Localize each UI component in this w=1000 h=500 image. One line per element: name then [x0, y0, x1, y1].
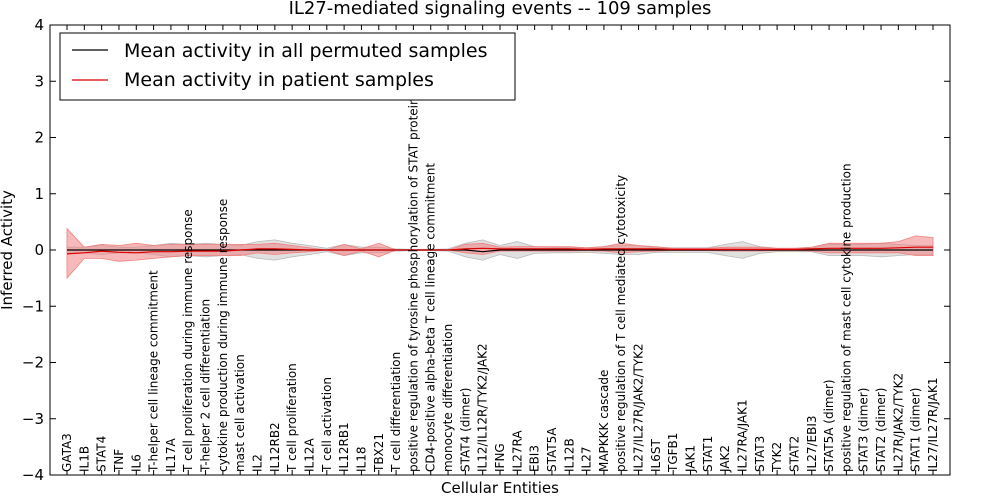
- y-tick-label: −1: [22, 297, 44, 315]
- x-category-label: JAK2: [718, 445, 732, 473]
- x-category-label: IL6: [129, 454, 143, 472]
- y-axis-label: Inferred Activity: [0, 190, 16, 310]
- y-tick-label: −4: [22, 466, 44, 484]
- legend-entry-permuted: Mean activity in all permuted samples: [124, 40, 487, 62]
- x-category-label: T-helper 2 cell differentiation: [199, 299, 213, 473]
- x-category-label: cytokine production during immune respon…: [216, 199, 230, 472]
- x-category-label: IL1B: [77, 446, 91, 472]
- x-category-label: T cell activation: [320, 377, 334, 473]
- x-category-label: GATA3: [60, 433, 74, 472]
- x-category-label: IFNG: [493, 443, 507, 472]
- x-category-label: IL12RB1: [337, 422, 351, 472]
- x-category-label: IL27RA/JAK1: [735, 399, 749, 472]
- x-category-label: STAT1 (dimer): [909, 388, 923, 472]
- x-category-label: MAPKKK cascade: [597, 370, 611, 472]
- x-category-label: TGFB1: [666, 433, 680, 473]
- x-category-label: IL12A: [302, 438, 316, 472]
- x-category-label: STAT5A (dimer): [822, 379, 836, 472]
- x-category-label: STAT4: [95, 436, 109, 472]
- x-category-label: IL27: [580, 447, 594, 473]
- y-tick-label: 1: [34, 185, 44, 203]
- y-axis: −4 −3 −2 −1 0 1 2 3 4: [22, 16, 950, 484]
- series-lines: [66, 246, 933, 255]
- band-series-1: [66, 227, 934, 280]
- x-category-label: IL17A: [164, 438, 178, 472]
- legend-box: [59, 32, 516, 101]
- x-category-label: IL27R/JAK2/TYK2: [891, 373, 905, 472]
- x-category-label: STAT1: [701, 436, 715, 472]
- x-category-label: T-helper cell lineage commitment: [147, 270, 161, 473]
- y-tick-label: 0: [34, 241, 44, 259]
- x-axis: GATA3 IL1B STAT4 TNF IL6 T-helper cell lineag…: [60, 25, 940, 475]
- y-tick-label: −2: [22, 354, 44, 372]
- x-category-label: IL27RA: [510, 430, 524, 472]
- legend-entry-patient: Mean activity in patient samples: [124, 69, 434, 91]
- x-category-label: STAT2 (dimer): [874, 388, 888, 472]
- x-category-label: STAT5A: [545, 427, 559, 472]
- x-category-label: IL6ST: [649, 439, 663, 472]
- x-category-label: mast cell activation: [233, 354, 247, 472]
- line-series-1: [66, 246, 933, 255]
- legend: Mean activity in all permuted samples Me…: [59, 32, 516, 101]
- x-category-label: TYK2: [770, 442, 784, 473]
- x-axis-label: Cellular Entities: [441, 479, 559, 497]
- x-category-label: IL27/IL27R/JAK2/TYK2: [632, 343, 646, 472]
- x-category-label: TBX21: [372, 433, 386, 473]
- y-tick-label: 2: [34, 129, 44, 147]
- x-category-label: STAT3 (dimer): [857, 388, 871, 472]
- x-category-label: STAT2: [787, 436, 801, 472]
- x-category-label: IL27/EBI3: [805, 415, 819, 472]
- confidence-bands: [66, 227, 934, 280]
- x-category-label: IL18: [354, 447, 368, 473]
- x-category-label: IL12RB2: [268, 422, 282, 472]
- x-category-label: monocyte differentiation: [441, 324, 455, 472]
- x-category-label: JAK1: [684, 445, 698, 473]
- x-category-label: STAT4 (dimer): [458, 388, 472, 472]
- y-tick-label: 4: [34, 16, 44, 34]
- x-category-label: IL2: [251, 454, 265, 472]
- chart-title: IL27-mediated signaling events -- 109 sa…: [289, 0, 712, 19]
- y-tick-label: −3: [22, 410, 44, 428]
- x-category-label: CD4-positive alpha-beta T cell lineage c…: [424, 163, 438, 472]
- x-category-label: TNF: [112, 449, 126, 473]
- y-tick-label: 3: [34, 72, 44, 90]
- x-category-label: T cell proliferation: [285, 363, 299, 473]
- x-category-label: T cell proliferation during immune respo…: [181, 209, 195, 473]
- x-category-label: EBI3: [528, 445, 542, 472]
- x-category-label: IL12B: [562, 438, 576, 472]
- x-category-label: positive regulation of mast cell cytokin…: [839, 163, 853, 472]
- x-category-label: IL27/IL27R/JAK1: [926, 378, 940, 472]
- x-category-label: T cell differentiation: [389, 352, 403, 473]
- x-category-label: IL12/IL12R/TYK2/JAK2: [476, 343, 490, 472]
- x-category-label: positive regulation of T cell mediated c…: [614, 175, 628, 472]
- x-category-label: positive regulation of tyrosine phosphor…: [406, 97, 420, 472]
- x-category-label: STAT3: [753, 436, 767, 472]
